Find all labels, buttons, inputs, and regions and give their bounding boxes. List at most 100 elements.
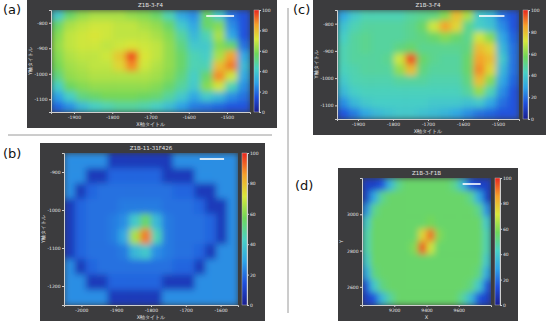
heatmap-cell bbox=[417, 86, 429, 98]
heatmap-cell bbox=[451, 32, 463, 44]
heatmap-cell bbox=[138, 10, 151, 21]
heatmap-cell bbox=[88, 20, 101, 31]
tick-mark bbox=[189, 112, 190, 114]
heatmap-cell bbox=[63, 71, 76, 82]
heatmap-cell bbox=[496, 21, 508, 33]
heatmap-cell bbox=[75, 229, 86, 245]
tick-mark bbox=[74, 112, 75, 114]
heatmap-cell bbox=[188, 92, 201, 103]
tick: -900 bbox=[50, 170, 64, 175]
heatmap-cell bbox=[451, 191, 460, 204]
heatmap-cell bbox=[370, 280, 379, 293]
heatmap-cell bbox=[496, 86, 508, 98]
heatmap-cell bbox=[378, 292, 387, 305]
heatmap-cell bbox=[140, 183, 151, 199]
heatmap-cell bbox=[88, 61, 101, 72]
heatmap-cell bbox=[467, 229, 476, 242]
heatmap-cell bbox=[496, 32, 508, 44]
heatmap-cell bbox=[63, 92, 76, 103]
heatmap-cell bbox=[113, 102, 126, 112]
heatmap-cell bbox=[508, 108, 519, 119]
tick: 9200 bbox=[389, 305, 401, 313]
heatmap-cell bbox=[101, 102, 114, 112]
heatmap-cell bbox=[443, 203, 452, 216]
heatmap-cell bbox=[508, 32, 519, 44]
heatmap-cell bbox=[205, 229, 216, 245]
heatmap-cell bbox=[97, 290, 108, 305]
heatmap-cell bbox=[462, 75, 474, 87]
heatmap bbox=[337, 10, 519, 119]
heatmap-cell bbox=[173, 214, 184, 230]
heatmap-cell bbox=[86, 168, 97, 184]
tick: -1900 bbox=[68, 112, 81, 120]
heatmap-cell bbox=[435, 178, 444, 191]
heatmap-cell bbox=[113, 81, 126, 92]
heatmap-cell bbox=[417, 75, 429, 87]
tick-mark bbox=[528, 75, 530, 76]
heatmap-cell bbox=[362, 203, 371, 216]
heatmap-cell bbox=[213, 41, 226, 52]
tick-label: -1100 bbox=[47, 246, 60, 251]
tick: -1900 bbox=[110, 305, 123, 313]
heatmap-cell bbox=[427, 203, 436, 216]
heatmap-cell bbox=[394, 97, 406, 109]
heatmap-cell bbox=[427, 229, 436, 242]
heatmap-cell bbox=[195, 290, 206, 305]
tick-label: 20 bbox=[531, 95, 537, 100]
heatmap-cell bbox=[417, 32, 429, 44]
heatmap-cell bbox=[383, 75, 395, 87]
tick-mark bbox=[112, 112, 113, 114]
heatmap-cell bbox=[200, 30, 213, 41]
heatmap-cell bbox=[371, 86, 383, 98]
heatmap-cell bbox=[371, 21, 383, 33]
heatmap-cell bbox=[51, 102, 64, 112]
heatmap-cell bbox=[383, 43, 395, 55]
heatmap-cell bbox=[410, 292, 419, 305]
colorbar-axis: 020406080100 bbox=[528, 8, 540, 122]
heatmap-cell bbox=[175, 41, 188, 52]
heatmap-cell bbox=[474, 32, 486, 44]
heatmap-cell bbox=[163, 51, 176, 62]
tick-label: 2600 bbox=[347, 285, 359, 290]
heatmap-cell bbox=[451, 43, 463, 55]
heatmap-cell bbox=[475, 254, 484, 267]
heatmap-cell bbox=[485, 32, 497, 44]
heatmap-cell bbox=[64, 275, 75, 291]
heatmap-cell bbox=[195, 168, 206, 184]
heatmap-cell bbox=[138, 102, 151, 112]
tick-mark bbox=[394, 305, 395, 307]
heatmap-cell bbox=[163, 92, 176, 103]
plot-area bbox=[51, 10, 250, 112]
heatmap-cell bbox=[76, 81, 89, 92]
heatmap-cell bbox=[427, 254, 436, 267]
heatmap-cell bbox=[475, 242, 484, 255]
heatmap-cell bbox=[64, 229, 75, 245]
heatmap-cell bbox=[383, 10, 395, 22]
tick-label: 80 bbox=[250, 181, 256, 186]
heatmap-cell bbox=[188, 71, 201, 82]
heatmap-cell bbox=[485, 75, 497, 87]
heatmap-cell bbox=[86, 290, 97, 305]
tick-label: 60 bbox=[262, 49, 268, 54]
tick-label: -1800 bbox=[387, 122, 400, 127]
heatmap-cell bbox=[483, 178, 491, 191]
x-axis: -1900-1800-1700-1600-1500 bbox=[52, 112, 251, 120]
heatmap-cell bbox=[86, 229, 97, 245]
tick-label: -1800 bbox=[145, 308, 158, 313]
heatmap-cell bbox=[459, 254, 468, 267]
heatmap-cell bbox=[64, 244, 75, 260]
heatmap-cell bbox=[451, 10, 463, 22]
x-axis: -2000-1900-1800-1700-1600 bbox=[65, 305, 239, 313]
scale-bar bbox=[463, 183, 481, 185]
heatmap-cell bbox=[417, 97, 429, 109]
heatmap-cell bbox=[418, 216, 427, 229]
colorbar bbox=[495, 178, 500, 305]
heatmap-cell bbox=[205, 244, 216, 260]
heatmap-cell bbox=[108, 244, 119, 260]
tick-label: 40 bbox=[531, 73, 537, 78]
panel: -1900-1800-1700-1600-1500-1100-1000-900-… bbox=[27, 0, 277, 128]
tick-mark bbox=[358, 119, 359, 121]
tick: 2800 bbox=[347, 249, 362, 254]
tick-label: 0 bbox=[250, 303, 253, 308]
heatmap-cell bbox=[140, 244, 151, 260]
